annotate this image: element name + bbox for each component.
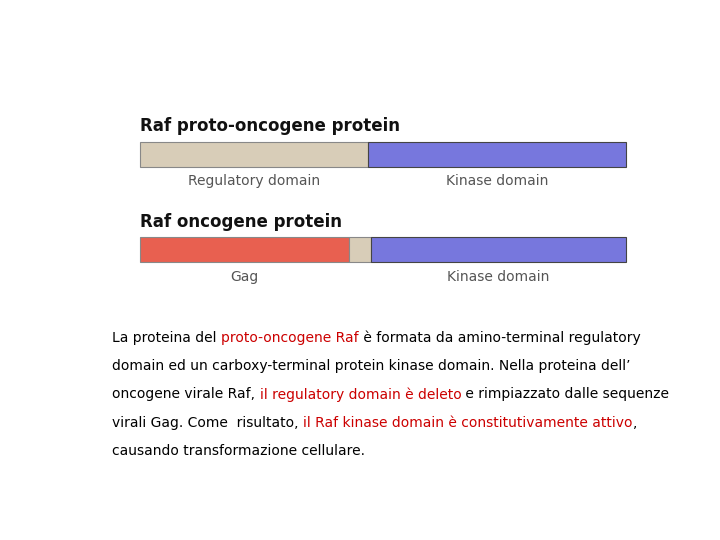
- Text: oncogene virale Raf,: oncogene virale Raf,: [112, 388, 260, 401]
- Bar: [140, 238, 349, 262]
- Text: ,: ,: [633, 416, 637, 430]
- Bar: [140, 141, 369, 167]
- Bar: [369, 141, 626, 167]
- Text: è formata da amino-terminal regulatory: è formata da amino-terminal regulatory: [359, 331, 641, 346]
- Text: Gag: Gag: [230, 270, 258, 284]
- Text: Regulatory domain: Regulatory domain: [188, 174, 320, 188]
- Text: causando transformazione cellulare.: causando transformazione cellulare.: [112, 444, 365, 458]
- Text: virali Gag. Come  risultato,: virali Gag. Come risultato,: [112, 416, 303, 430]
- Text: proto-oncogene Raf: proto-oncogene Raf: [221, 331, 359, 345]
- Text: e rimpiazzato dalle sequenze: e rimpiazzato dalle sequenze: [462, 388, 670, 401]
- Text: Raf proto-oncogene protein: Raf proto-oncogene protein: [140, 118, 400, 136]
- Text: il regulatory domain è deleto: il regulatory domain è deleto: [260, 388, 462, 402]
- Text: La proteina del: La proteina del: [112, 331, 221, 345]
- Bar: [349, 238, 371, 262]
- Text: Raf oncogene protein: Raf oncogene protein: [140, 213, 342, 231]
- Text: domain ed un carboxy-terminal protein kinase domain. Nella proteina dell’: domain ed un carboxy-terminal protein ki…: [112, 359, 631, 373]
- Text: Kinase domain: Kinase domain: [447, 270, 549, 284]
- Text: Kinase domain: Kinase domain: [446, 174, 548, 188]
- Bar: [371, 238, 626, 262]
- Text: il Raf kinase domain è constitutivamente attivo: il Raf kinase domain è constitutivamente…: [303, 416, 633, 430]
